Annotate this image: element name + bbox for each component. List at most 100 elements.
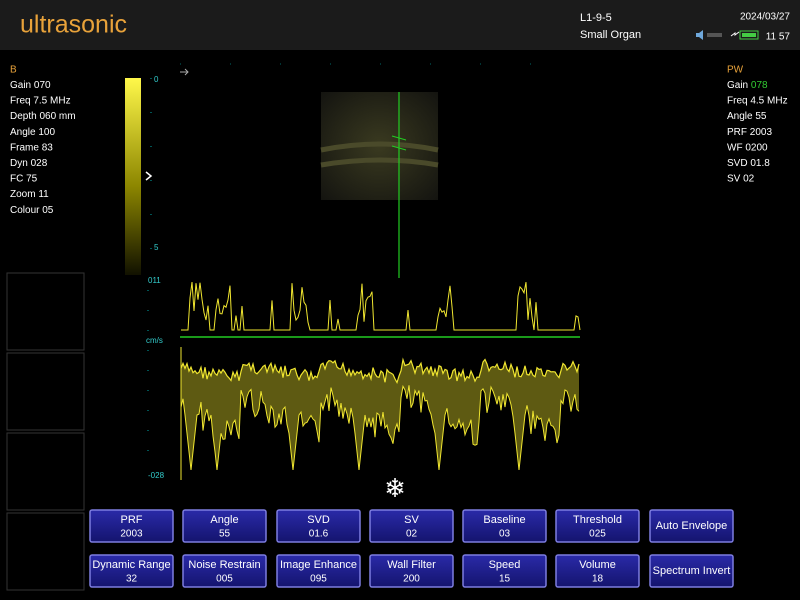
param-label: SV (727, 173, 741, 184)
button-label[interactable]: Auto Envelope (656, 520, 728, 532)
thumbnails (6, 272, 85, 591)
control-button[interactable]: Wall Filter 200 (369, 554, 454, 588)
button-face[interactable] (182, 554, 267, 588)
button-face[interactable] (555, 509, 640, 543)
param: Depth 060 mm (10, 111, 76, 122)
button-label[interactable]: Spectrum Invert (653, 565, 731, 577)
button-face[interactable] (89, 509, 174, 543)
control-button[interactable]: Threshold 025 (555, 509, 640, 543)
probe: L1-9-5 (580, 12, 612, 24)
button-value[interactable]: 32 (126, 574, 138, 585)
button-value[interactable]: 095 (310, 574, 327, 585)
param-value: 83 (42, 142, 54, 153)
control-button[interactable]: Spectrum Invert (649, 554, 734, 588)
button-label[interactable]: Baseline (483, 514, 525, 526)
param: Dyn 028 (10, 158, 48, 169)
param: Freq 4.5 MHz (727, 95, 788, 106)
button-value[interactable]: 200 (403, 574, 420, 585)
button-label[interactable]: SVD (307, 514, 330, 526)
button-face[interactable] (369, 554, 454, 588)
button-value[interactable]: 15 (499, 574, 511, 585)
button-label[interactable]: Threshold (573, 514, 622, 526)
button-label[interactable]: Speed (489, 559, 521, 571)
param-label: Depth (10, 111, 37, 122)
param: Angle 55 (727, 111, 767, 122)
control-button[interactable]: SV 02 (369, 509, 454, 543)
param-value: 4.5 MHz (750, 95, 787, 106)
param-label: Gain (10, 80, 31, 91)
param-label: Frame (10, 142, 39, 153)
button-label[interactable]: Volume (579, 559, 616, 571)
param: Zoom 11 (10, 189, 49, 200)
button-value[interactable]: 55 (219, 529, 231, 540)
button-label[interactable]: Dynamic Range (92, 559, 170, 571)
param-label: FC (10, 173, 23, 184)
battery-icon (730, 30, 759, 40)
button-face[interactable] (182, 509, 267, 543)
button-face[interactable] (649, 554, 734, 588)
control-button[interactable]: PRF 2003 (89, 509, 174, 543)
freeze-icon: ❄ (384, 473, 406, 503)
param-label: Gain (727, 80, 748, 91)
control-button[interactable]: Image Enhance 095 (276, 554, 361, 588)
param-value: 02 (743, 173, 755, 184)
control-button[interactable]: Dynamic Range 32 (89, 554, 174, 588)
button-value[interactable]: 01.6 (309, 529, 329, 540)
button-value[interactable]: 2003 (120, 529, 143, 540)
button-label[interactable]: Angle (210, 514, 238, 526)
param-value: 7.5 MHz (33, 95, 70, 106)
param-value: 75 (26, 173, 38, 184)
spectrum-envelope (180, 357, 580, 385)
control-button[interactable]: Baseline 03 (462, 509, 547, 543)
param-value: 060 mm (39, 111, 75, 122)
button-value[interactable]: 18 (592, 574, 604, 585)
tissue-layer (320, 141, 439, 168)
button-face[interactable] (276, 509, 361, 543)
depth-bottom: 5 (154, 243, 159, 252)
button-face[interactable] (462, 509, 547, 543)
param: Frame 83 (10, 142, 53, 153)
button-face[interactable] (555, 554, 640, 588)
param-label: Freq (10, 95, 31, 106)
control-button[interactable]: Noise Restrain 005 (182, 554, 267, 588)
button-label[interactable]: Wall Filter (387, 559, 436, 571)
button-face[interactable] (369, 509, 454, 543)
param-value: 2003 (750, 126, 773, 137)
thumbnail (6, 352, 85, 431)
button-value[interactable]: 025 (589, 529, 606, 540)
param: SVD 01.8 (727, 158, 770, 169)
control-button[interactable]: Angle 55 (182, 509, 267, 543)
button-label[interactable]: SV (404, 514, 419, 526)
button-face[interactable] (89, 554, 174, 588)
spectrum (181, 359, 579, 470)
param-value: 070 (34, 80, 51, 91)
control-button[interactable]: SVD 01.6 (276, 509, 361, 543)
waveform-trace (181, 281, 581, 331)
button-label[interactable]: PRF (121, 514, 143, 526)
thumbnail (6, 432, 85, 511)
button-face[interactable] (649, 509, 734, 543)
button-value[interactable]: 005 (216, 574, 233, 585)
param-value: 0200 (745, 142, 768, 153)
param: Gain 078 (727, 80, 768, 91)
param: Colour 05 (10, 204, 54, 215)
button-label[interactable]: Noise Restrain (188, 559, 260, 571)
thumbnail (6, 512, 85, 591)
speaker-icon (696, 30, 722, 40)
button-value[interactable]: 02 (406, 529, 418, 540)
param-label: Colour (10, 204, 40, 215)
doppler-bottom: -028 (148, 471, 165, 480)
param-value: 100 (38, 126, 55, 137)
gray-bar (125, 78, 141, 275)
button-value[interactable]: 03 (499, 529, 511, 540)
spectrum-lower-edge (180, 384, 580, 471)
button-face[interactable] (276, 554, 361, 588)
control-button[interactable]: Auto Envelope (649, 509, 734, 543)
button-label[interactable]: Image Enhance (280, 559, 357, 571)
control-button[interactable]: Volume 18 (555, 554, 640, 588)
depth-marker (145, 171, 153, 181)
control-button[interactable]: Speed 15 (462, 554, 547, 588)
b-title: B (10, 65, 17, 76)
button-face[interactable] (462, 554, 547, 588)
